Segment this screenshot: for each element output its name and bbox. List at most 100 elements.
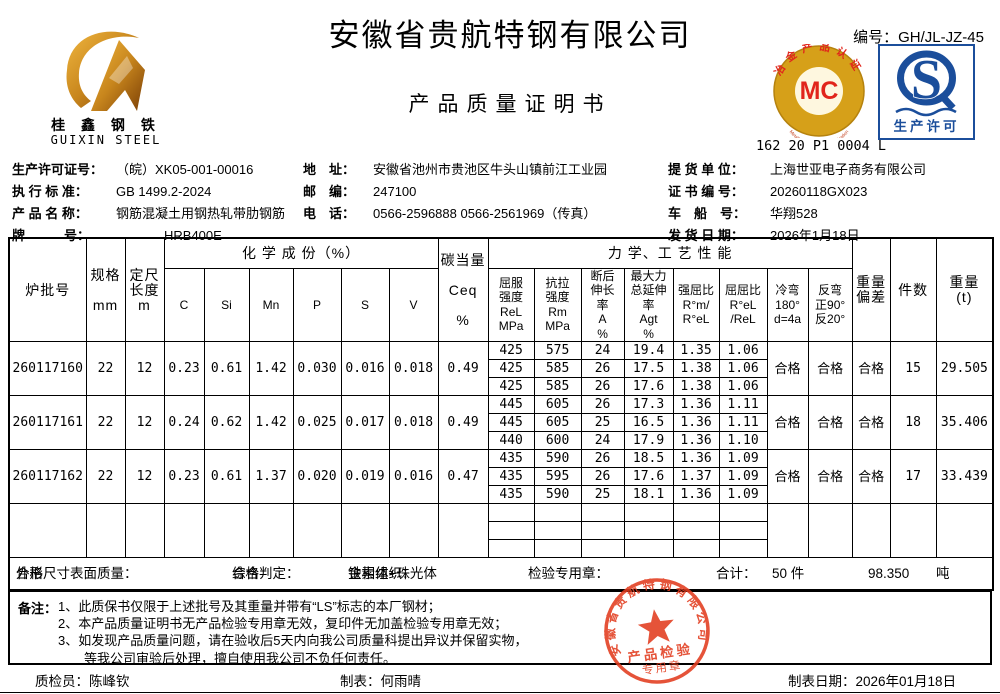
col-header-s: S [340,267,390,342]
info-value: 247100 [373,184,417,199]
serial-label: 编号： [853,29,899,46]
cell: 585 [533,377,582,396]
cell: 17.3 [623,395,674,414]
cell [292,503,342,558]
col-header-ceq: 碳当量 Ceq % [437,237,489,342]
cell: 合格 [807,395,853,450]
cell: 260117160 [8,341,87,396]
shape-quality-label: 外形尺寸表面质量： [16,566,138,581]
cell [623,521,674,540]
cell: 1.42 [248,341,294,396]
table-header: 炉批号 规格 mm 定尺 长度 m 化 学 成 份（%） 碳当量 Ceq % 力… [8,237,994,342]
cell: 0.47 [437,449,489,504]
cell: 0.61 [203,449,250,504]
cell: 0.016 [340,341,390,396]
cell: 435 [487,467,535,486]
group-header-mechanical: 力 学、工 艺 性 能 [487,237,853,269]
cell: 18.1 [623,485,674,504]
cell: 0.24 [163,395,205,450]
col-header-agt: 最大力 总延伸 率 Agt % [623,267,674,342]
cell: 0.017 [340,395,390,450]
qs-production-license-badge: S 生产许可 [878,44,975,145]
cell: 26 [580,449,625,468]
cell [163,503,205,558]
info-label: 电 话： [303,206,356,221]
batch-subrow: 425 585 26 17.6 1.38 1.06 [9,377,993,396]
tabulator-name: 何雨晴 [380,674,422,689]
batch-subrow [9,521,993,540]
info-value: 20260118GX023 [770,184,868,199]
inspector-name: 陈峰钦 [89,674,130,689]
overall-judgement-label: 综合判定： [232,566,300,581]
cell: 22 [85,395,126,450]
info-value: 华翔528 [770,206,818,221]
cell: 33.439 [935,449,994,504]
info-column-right: 提 货 单 位： 上海世亚电子商务有限公司 证 书 编 号： 20260118GX0… [668,159,926,247]
cell [248,503,294,558]
cell: 0.018 [388,395,439,450]
cell: 22 [85,449,126,504]
info-label: 生产许可证号： [12,162,104,177]
info-value: 0566-2596888 0566-2561969（传真） [373,206,597,221]
total-weight-unit: 吨 [936,566,950,581]
cell: 1.37 [248,449,294,504]
guixin-logo: 桂 鑫 钢 铁 GUIXIN STEEL [40,18,172,148]
cell [580,521,625,540]
total-pieces: 50 件 [772,566,805,581]
inspection-stamp-label: 检验专用章： [528,566,609,581]
cell: 1.37 [672,467,720,486]
col-header-v: V [388,267,439,342]
total-label: 合计： [716,566,757,581]
cell: 合格 [807,341,853,396]
mc-certification-badge: 冶金产品认证 Metallurgical Product Certificati… [771,40,866,148]
doc-title: 产品质量证明书 [408,92,612,116]
guixin-logo-icon [66,31,145,111]
table-body: 260117160 22 12 0.23 0.61 1.42 0.030 0.016 0.018… [8,341,994,558]
cell: 1.06 [718,377,768,396]
cell: 1.11 [718,395,768,414]
cell: 1.10 [718,431,768,450]
col-header-yield: 屈服 强度 ReL MPa [487,267,535,342]
total-weight: 98.350 [868,566,910,581]
mc-certificate-code: 162 20 P1 0004 L [756,138,887,154]
cell: 605 [533,413,582,432]
cell: 0.016 [388,449,439,504]
info-row-cert-no: 证 书 编 号： 20260118GX023 [668,181,926,203]
cell: 0.030 [292,341,342,396]
cell: 17.9 [623,431,674,450]
cell: 12 [124,449,165,504]
cell [766,503,809,558]
info-value: GB 1499.2-2024 [116,184,212,199]
remarks-text: 1、此质保书仅限于上述批号及其重量并带有“LS”标志的本厂钢材； 2、本产品质量… [58,599,528,666]
cell: 0.49 [437,341,489,396]
cell: 1.06 [718,341,768,360]
col-header-pieces: 件数 [889,237,937,342]
cell: 1.38 [672,359,720,378]
batch-subrow [8,503,994,558]
info-label: 证 书 编 号： [668,184,744,199]
cell: 19.4 [623,341,674,360]
info-column-left: 生产许可证号： （皖）XK05-001-00016 执 行 标 准： GB 1499… [12,159,285,247]
cell: 16.5 [623,413,674,432]
inspector: 质检员：陈峰钦 [35,670,130,690]
cell: 26 [580,395,625,414]
group-header-chemical: 化 学 成 份（%） [163,237,439,269]
cell [807,503,853,558]
col-header-mn: Mn [248,267,294,342]
mc-badge-icon: 冶金产品认证 Metallurgical Product Certificati… [771,40,865,148]
cell: 合格 [766,395,809,450]
cell: 1.09 [718,467,768,486]
cell: 26 [580,359,625,378]
cell: 17.5 [623,359,674,378]
info-label: 邮 编： [303,184,356,199]
info-label: 车 船 号： [668,206,747,221]
cell: 445 [487,395,535,414]
remarks-box: 备注： 1、此质保书仅限于上述批号及其重量并带有“LS”标志的本厂钢材； 2、本… [8,590,992,666]
cell: 合格 [851,449,891,504]
cell: 17.6 [623,467,674,486]
col-header-heat-no: 炉批号 [8,237,87,342]
cell: 1.06 [718,359,768,378]
cell [851,503,891,558]
cell [580,539,625,558]
